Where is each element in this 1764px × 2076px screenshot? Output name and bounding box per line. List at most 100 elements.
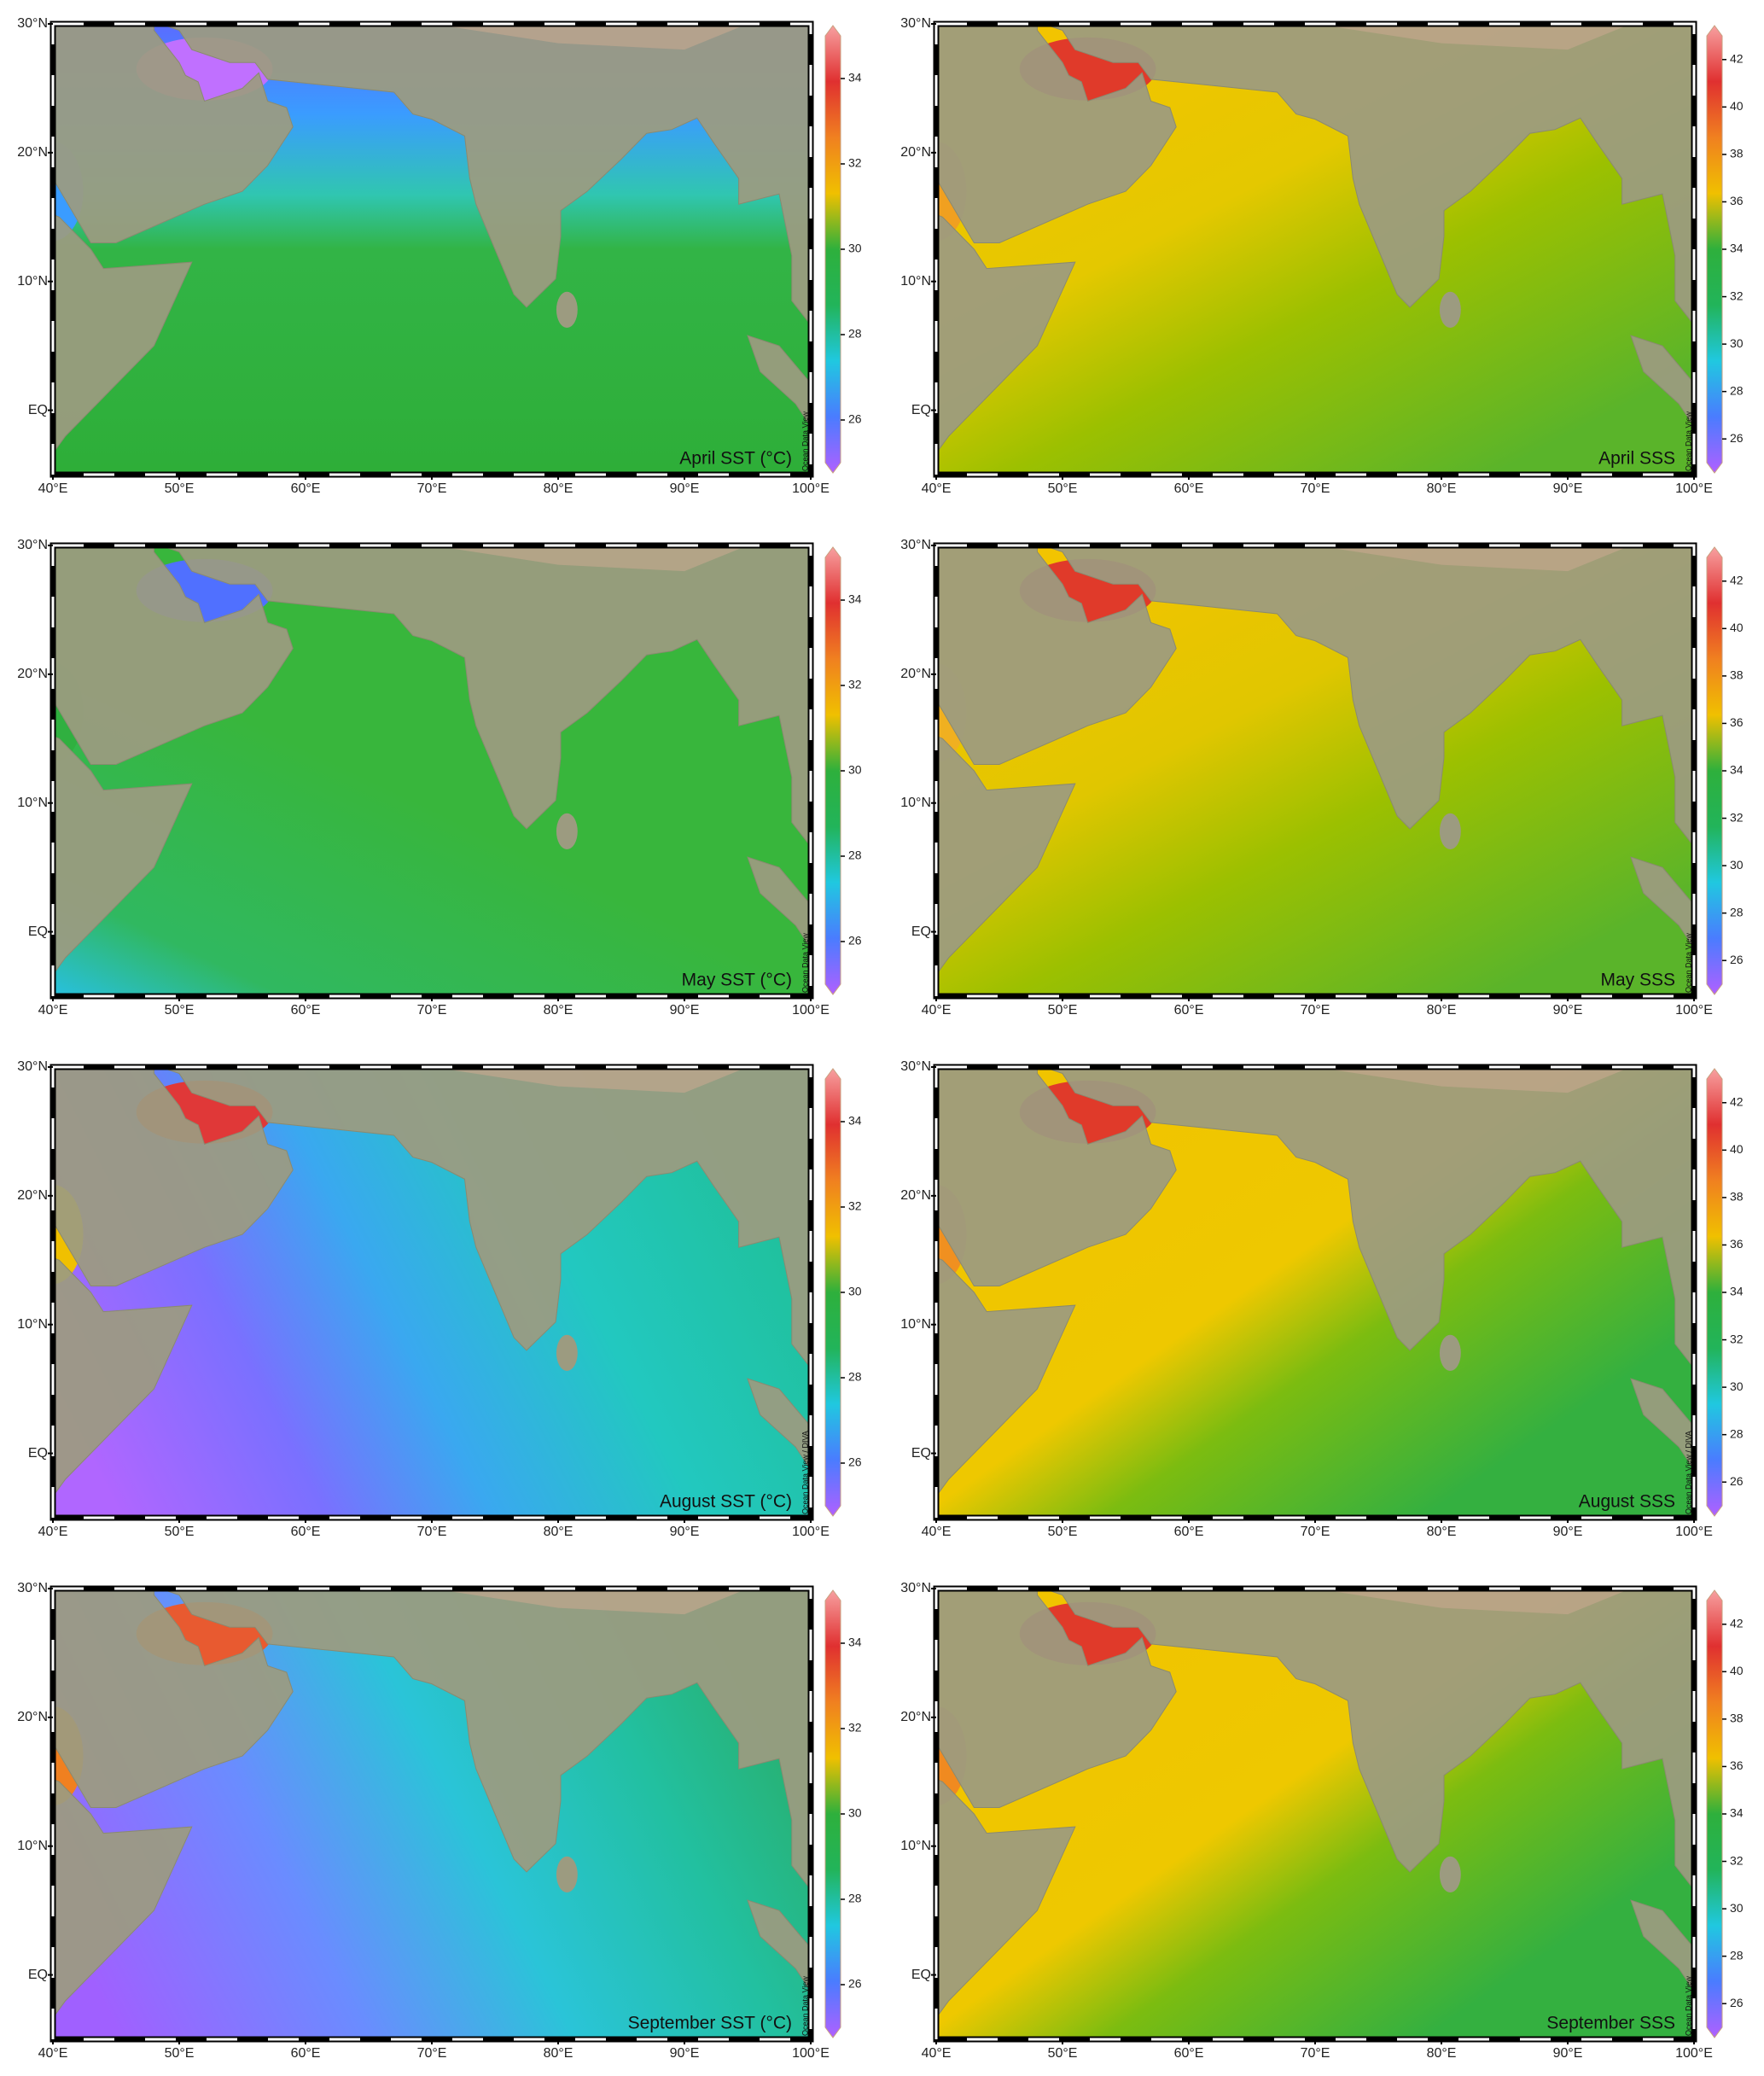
panel-label: May SSS <box>1600 971 1675 990</box>
x-tick-label: 90°E <box>670 2046 700 2061</box>
colorbar-tick-label: 38 <box>1730 1712 1744 1725</box>
x-tick-label: 80°E <box>1427 481 1457 496</box>
x-tick-label: 60°E <box>1174 2046 1204 2061</box>
colorbar-tick-label: 28 <box>848 1370 862 1384</box>
x-tick-label: 60°E <box>291 481 321 496</box>
colorbar-tick-label: 34 <box>848 592 862 606</box>
x-tick-label: 70°E <box>417 1003 447 1018</box>
x-tick-label: 80°E <box>544 481 573 496</box>
y-tick-label: EQ <box>28 1968 48 1982</box>
y-tick-label: 20°N <box>900 145 931 160</box>
colorbar <box>824 1589 841 2038</box>
y-tick-label: 10°N <box>17 274 48 289</box>
himalaya <box>1315 24 1631 50</box>
colorbar-tick-label: 38 <box>1730 147 1744 160</box>
colorbar-tick-label: 36 <box>1730 194 1744 207</box>
credit: Ocean Data View <box>1684 411 1692 471</box>
colorbar-tick-label: 26 <box>848 934 862 948</box>
panel-label: September SST (°C) <box>628 2014 792 2033</box>
sri-lanka <box>556 1856 578 1893</box>
x-tick-label: 90°E <box>1553 1525 1583 1539</box>
himalaya <box>1315 1589 1631 1615</box>
himalaya <box>1315 1067 1631 1093</box>
colorbar-tick-label: 40 <box>1730 99 1744 113</box>
colorbar-tick-label: 28 <box>848 1892 862 1905</box>
x-tick-label: 70°E <box>417 1525 447 1539</box>
map-frame-dash <box>51 1065 812 1519</box>
land <box>1043 24 1694 326</box>
y-tick-label: 20°N <box>17 1188 48 1203</box>
colorbar <box>1706 546 1723 995</box>
land <box>1043 1589 1694 1891</box>
x-tick-label: 90°E <box>670 1003 700 1018</box>
map-panel: 40°E 50°E 60°E 70°E 80°E 90°E 100°E 30°N 20°N 10°… <box>900 1581 1744 2061</box>
colorbar-tick-label: 36 <box>1730 1237 1744 1251</box>
colorbar-tick-label: 30 <box>848 763 862 777</box>
colorbar-tick-label: 34 <box>1730 1285 1744 1298</box>
x-tick-label: 100°E <box>792 1525 830 1539</box>
colorbar-tick-label: 26 <box>848 412 862 426</box>
y-tick-label: 10°N <box>17 1839 48 1853</box>
colorbar-tick-label: 38 <box>1730 668 1744 682</box>
x-tick-label: 60°E <box>1174 1525 1204 1539</box>
y-tick-label: 10°N <box>900 1317 931 1332</box>
credit: Ocean Data View / DIVA <box>800 1431 809 1514</box>
y-tick-label: 20°N <box>900 1710 931 1724</box>
y-tick-label: 30°N <box>900 16 931 31</box>
colorbar-tick-label: 28 <box>1730 905 1744 918</box>
colorbar-tick-label: 34 <box>848 71 862 85</box>
x-tick-label: 60°E <box>1174 481 1204 496</box>
colorbar-tick-label: 32 <box>848 678 862 691</box>
colorbar-tick-label: 32 <box>1730 289 1744 302</box>
colorbar-tick-label: 32 <box>1730 1332 1744 1345</box>
x-tick-label: 70°E <box>1301 2046 1330 2061</box>
himalaya <box>432 24 748 50</box>
x-tick-label: 100°E <box>1675 481 1713 496</box>
y-tick-label: 30°N <box>17 16 48 31</box>
map-panel: 40°E 50°E 60°E 70°E 80°E 90°E 100°E 30°N 20°N 10°… <box>17 538 862 1018</box>
colorbar-tick-label: 32 <box>1730 1853 1744 1867</box>
x-tick-label: 80°E <box>544 2046 573 2061</box>
colorbar-tick-label: 32 <box>848 1721 862 1735</box>
colorbar <box>1706 1589 1723 2038</box>
colorbar-tick-label: 40 <box>1730 621 1744 634</box>
y-tick-label: 20°N <box>900 667 931 681</box>
y-tick-label: 30°N <box>17 1581 48 1595</box>
x-tick-label: 40°E <box>922 1003 952 1018</box>
colorbar-tick-label: 28 <box>1730 383 1744 397</box>
colorbar <box>824 25 841 474</box>
colorbar-tick-label: 30 <box>1730 1901 1744 1915</box>
panel-label: August SSS <box>1579 1492 1675 1512</box>
colorbar-tick-label: 34 <box>848 1636 862 1649</box>
y-tick-label: 20°N <box>17 1710 48 1724</box>
map-panel: 40°E 50°E 60°E 70°E 80°E 90°E 100°E 30°N 20°N 10°… <box>900 538 1744 1018</box>
colorbar-tick-label: 26 <box>1730 1996 1744 2009</box>
map-panel: 40°E 50°E 60°E 70°E 80°E 90°E 100°E 30°N 20°N 10°… <box>17 1581 862 2061</box>
colorbar-tick-label: 32 <box>1730 810 1744 824</box>
map-body <box>53 1067 811 1518</box>
land <box>1043 1067 1694 1369</box>
x-tick-label: 40°E <box>922 481 952 496</box>
colorbar <box>824 1068 841 1517</box>
land <box>936 1589 1177 1808</box>
colorbar-tick-label: 28 <box>848 327 862 341</box>
land <box>53 1067 294 1286</box>
map-panel: 40°E 50°E 60°E 70°E 80°E 90°E 100°E 30°N 20°N 10°… <box>17 16 862 496</box>
land <box>53 1589 294 1808</box>
himalaya <box>432 1067 748 1093</box>
land <box>936 213 1076 454</box>
colorbar-tick-label: 32 <box>848 156 862 170</box>
land <box>936 1257 1076 1497</box>
x-tick-label: 50°E <box>165 2046 195 2061</box>
map-panel: 40°E 50°E 60°E 70°E 80°E 90°E 100°E 30°N 20°N 10°… <box>900 1059 1744 1539</box>
land <box>53 24 294 243</box>
credit: Ocean Data View <box>800 1976 809 2036</box>
y-tick-label: 30°N <box>900 538 931 552</box>
x-tick-label: 50°E <box>165 1003 195 1018</box>
colorbar-tick-label: 26 <box>1730 1474 1744 1488</box>
x-tick-label: 100°E <box>1675 1003 1713 1018</box>
y-tick-label: 10°N <box>17 1317 48 1332</box>
x-tick-label: 40°E <box>38 1003 68 1018</box>
land <box>1630 1899 1694 1992</box>
